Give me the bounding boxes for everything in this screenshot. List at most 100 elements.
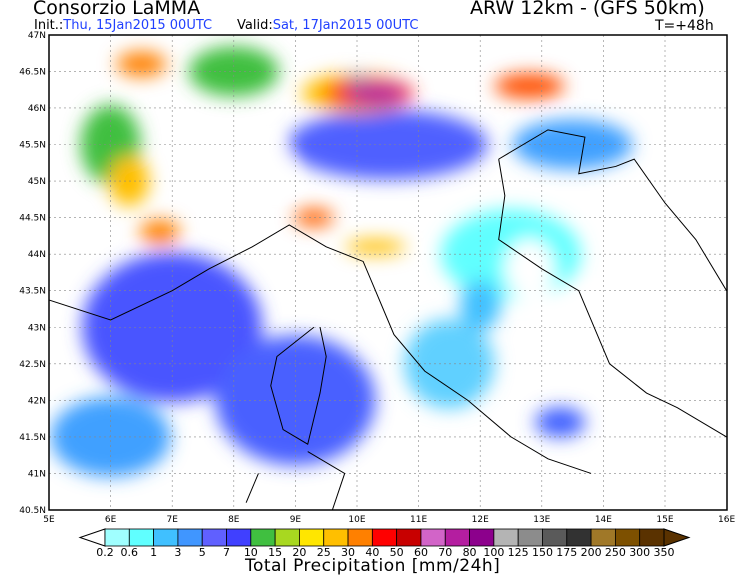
coastline (498, 129, 727, 291)
lon-tick-label: 9E (290, 515, 302, 525)
colorbar-swatch (639, 528, 665, 547)
lat-tick-label: 42N (28, 396, 46, 406)
colorbar-label: 7 (223, 546, 230, 559)
lon-tick-label: 6E (105, 515, 117, 525)
lat-tick-label: 41N (28, 469, 46, 479)
colorbar-label: 25 (317, 546, 331, 559)
colorbar-label: 60 (414, 546, 428, 559)
colorbar-swatch (420, 528, 446, 547)
colorbar-label: 70 (438, 546, 452, 559)
colorbar-swatch (566, 528, 592, 547)
precip-area (345, 82, 406, 105)
colorbar-swatch (104, 528, 130, 547)
colorbar-swatch (226, 528, 252, 547)
colorbar-label: 15 (268, 546, 282, 559)
colorbar-label: 0.2 (96, 546, 114, 559)
colorbar-swatch (274, 528, 300, 547)
precip-area (250, 146, 291, 187)
colorbar-swatch (469, 528, 495, 547)
forecast-step: T=+48h (655, 18, 714, 34)
lon-tick-label: 14E (595, 515, 612, 525)
coastline (270, 326, 327, 445)
colorbar-label: 80 (463, 546, 477, 559)
colorbar-label: 100 (483, 546, 504, 559)
colorbar-label: 350 (654, 546, 675, 559)
lat-tick-label: 40.5N (19, 506, 46, 516)
lat-tick-label: 45.5N (19, 141, 46, 151)
colorbar-label: 150 (532, 546, 553, 559)
colorbar-over-arrow (663, 528, 691, 547)
colorbar-under-arrow (78, 528, 106, 547)
lon-tick-label: 15E (656, 515, 673, 525)
precip-area (512, 119, 633, 170)
lon-tick-label: 8E (228, 515, 240, 525)
lat-tick-label: 46N (28, 104, 46, 114)
colorbar-swatch (371, 528, 398, 547)
coastline (498, 159, 727, 438)
precip-area (563, 297, 644, 358)
coastline (245, 473, 259, 503)
colorbar-label: 20 (292, 546, 306, 559)
colorbar-label: 125 (508, 546, 529, 559)
colorbar-swatch (590, 528, 616, 547)
valid-value: Sat, 17Jan2015 00UTC (272, 18, 419, 33)
colorbar: 0.2 0.6 1 3 5 7 10 15 20 25 30 40 50 60 70 80 100 125 150 1… (78, 528, 691, 559)
colorbar-swatch (323, 528, 349, 547)
lat-tick-label: 46.5N (19, 67, 46, 77)
lat-tick-label: 43.5N (19, 287, 46, 297)
lat-tick-label: 45N (28, 177, 46, 187)
precip-area (347, 73, 367, 84)
lon-tick-label: 10E (348, 515, 365, 525)
colorbar-swatch (517, 528, 543, 547)
provider-title: Consorzio LaMMA (33, 0, 201, 19)
precip-area (494, 73, 565, 99)
init-value: Thu, 15Jan2015 00UTC (63, 18, 213, 33)
colorbar-swatch (299, 528, 325, 547)
colorbar-swatch (493, 528, 519, 547)
precip-area (293, 208, 334, 227)
precip-area (345, 239, 406, 255)
lon-tick-label: 16E (718, 515, 735, 525)
colorbar-label: 40 (365, 546, 379, 559)
colorbar-label: 250 (605, 546, 626, 559)
precip-area (116, 51, 167, 77)
model-title: ARW 12km - (GFS 50km) (470, 0, 705, 19)
colorbar-title: Total Precipitation [mm/24h] (245, 556, 501, 576)
init-label: Init.: (34, 18, 64, 33)
colorbar-label: 50 (390, 546, 404, 559)
colorbar-label: 300 (629, 546, 650, 559)
precip-area (660, 187, 727, 248)
lon-tick-label: 13E (533, 515, 550, 525)
coastline (49, 224, 592, 474)
precip-area (287, 109, 488, 180)
colorbar-label: 30 (341, 546, 355, 559)
lon-tick-label: 11E (410, 515, 427, 525)
init-time: Init.:Thu, 15Jan2015 00UTC (34, 18, 212, 33)
colorbar-label: 175 (556, 546, 577, 559)
precip-area (504, 238, 555, 299)
colorbar-label: 200 (581, 546, 602, 559)
colorbar-swatch (201, 528, 227, 547)
colorbar-label: 3 (174, 546, 181, 559)
colorbar-swatch (444, 528, 470, 547)
colorbar-swatch (396, 528, 422, 547)
precip-area (535, 407, 586, 438)
valid-label: Valid: (237, 18, 273, 33)
precip-area (139, 219, 180, 245)
lat-tick-label: 47N (28, 31, 46, 41)
lon-tick-label: 12E (472, 515, 489, 525)
lat-tick-label: 43N (28, 323, 46, 333)
lat-tick-label: 42.5N (19, 360, 46, 370)
colorbar-swatch (347, 528, 373, 547)
coastline (307, 451, 346, 510)
colorbar-swatch (177, 528, 203, 547)
valid-time: Valid:Sat, 17Jan2015 00UTC (237, 18, 418, 33)
lat-tick-label: 44.5N (19, 214, 46, 224)
colorbar-label: 0.6 (121, 546, 139, 559)
precip-field (49, 35, 727, 510)
map-frame (48, 34, 728, 511)
lon-tick-label: 5E (43, 515, 55, 525)
colorbar-swatch (542, 528, 568, 547)
colorbar-swatch (614, 528, 641, 547)
